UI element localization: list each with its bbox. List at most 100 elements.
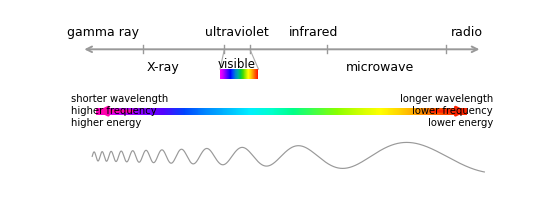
Bar	[168, 108, 169, 115]
Bar	[261, 108, 262, 115]
Bar	[277, 108, 278, 115]
Bar	[360, 108, 361, 115]
Bar	[140, 108, 141, 115]
Bar	[158, 108, 159, 115]
Bar	[151, 108, 152, 115]
Bar	[356, 108, 357, 115]
Bar	[390, 108, 391, 115]
Bar	[264, 108, 265, 115]
Bar	[234, 108, 235, 115]
Bar	[399, 108, 400, 115]
Bar	[179, 108, 180, 115]
Bar	[299, 108, 300, 115]
Bar	[153, 108, 154, 115]
Bar	[123, 108, 124, 115]
Bar	[111, 108, 112, 115]
Bar	[169, 108, 170, 115]
Bar	[113, 108, 114, 115]
Bar	[170, 108, 172, 115]
Bar	[431, 108, 432, 115]
Bar	[177, 108, 178, 115]
Bar	[211, 108, 212, 115]
Bar	[260, 108, 261, 115]
Bar	[97, 108, 98, 115]
Bar	[145, 108, 146, 115]
Bar	[208, 108, 210, 115]
Bar	[205, 108, 206, 115]
Bar	[263, 108, 264, 115]
Bar	[366, 108, 367, 115]
Bar	[204, 108, 205, 115]
Bar	[197, 108, 199, 115]
Bar	[343, 108, 344, 115]
Bar	[394, 108, 395, 115]
Bar	[122, 108, 123, 115]
Bar	[216, 108, 217, 115]
Bar	[321, 108, 322, 115]
Bar	[154, 108, 155, 115]
Bar	[144, 108, 145, 115]
Bar	[176, 108, 177, 115]
Bar	[134, 108, 135, 115]
Bar	[131, 108, 133, 115]
Bar	[442, 108, 443, 115]
Bar	[166, 108, 167, 115]
Bar	[203, 108, 204, 115]
Bar	[288, 108, 289, 115]
Bar	[439, 108, 441, 115]
Bar	[274, 108, 276, 115]
Bar	[338, 108, 339, 115]
Bar	[441, 108, 442, 115]
Bar	[330, 108, 331, 115]
Bar	[119, 108, 120, 115]
Bar	[443, 108, 444, 115]
Bar	[427, 108, 428, 115]
Bar	[129, 108, 130, 115]
Bar	[192, 108, 193, 115]
Bar	[293, 108, 294, 115]
Text: X-ray: X-ray	[146, 61, 179, 74]
Text: infrared: infrared	[289, 26, 339, 39]
Bar	[236, 108, 238, 115]
Bar	[100, 108, 101, 115]
Bar	[256, 108, 257, 115]
Bar	[117, 108, 118, 115]
Bar	[238, 108, 239, 115]
Bar	[364, 108, 365, 115]
Bar	[139, 108, 140, 115]
Bar	[411, 108, 412, 115]
Bar	[464, 108, 465, 115]
Bar	[336, 108, 337, 115]
Bar	[273, 108, 274, 115]
Bar	[434, 108, 435, 115]
Bar	[383, 108, 384, 115]
Bar	[201, 108, 202, 115]
Bar	[315, 108, 316, 115]
Bar	[368, 108, 369, 115]
Bar	[190, 108, 191, 115]
Bar	[405, 108, 406, 115]
Bar	[185, 108, 186, 115]
Bar	[382, 108, 383, 115]
Bar	[376, 108, 377, 115]
Bar	[324, 108, 326, 115]
Bar	[406, 108, 407, 115]
Bar	[459, 108, 460, 115]
Bar	[194, 108, 195, 115]
Bar	[436, 108, 437, 115]
Bar	[460, 108, 461, 115]
Bar	[410, 108, 411, 115]
Bar	[444, 108, 445, 115]
Bar	[304, 108, 305, 115]
Bar	[344, 108, 345, 115]
Bar	[118, 108, 119, 115]
Bar	[466, 108, 468, 115]
Bar	[106, 108, 107, 115]
Bar	[365, 108, 366, 115]
Bar	[452, 108, 453, 115]
Bar	[375, 108, 376, 115]
Text: shorter wavelength: shorter wavelength	[71, 94, 168, 104]
Bar	[98, 108, 99, 115]
Bar	[149, 108, 150, 115]
Text: lower frequency: lower frequency	[412, 106, 493, 116]
